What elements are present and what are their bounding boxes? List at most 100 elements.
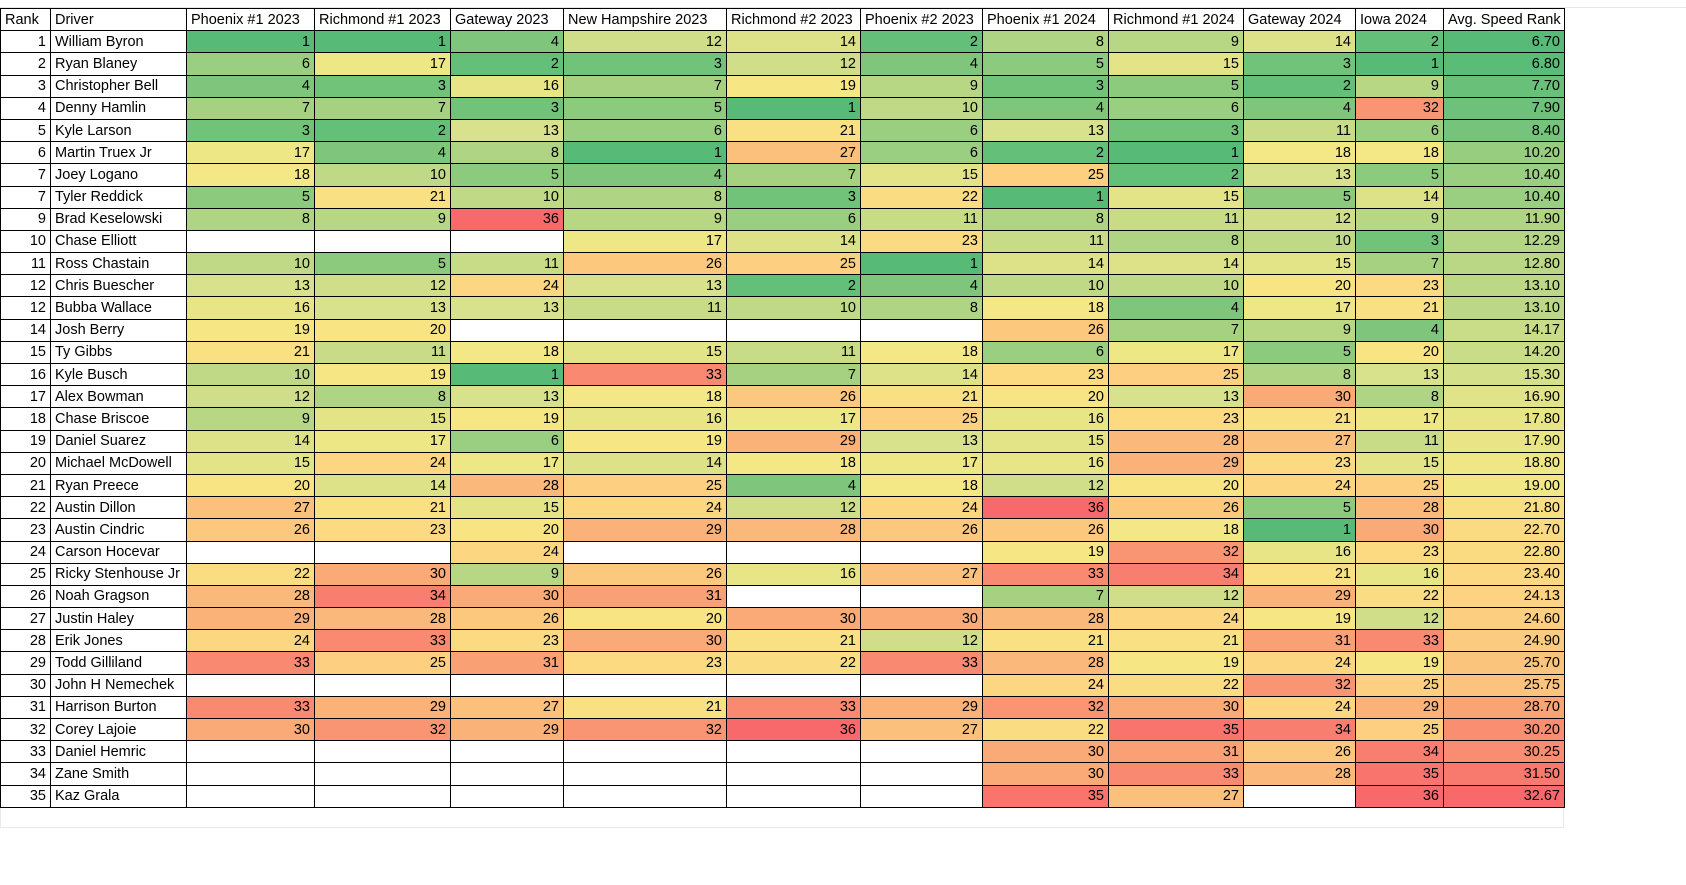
- cell-race-rank[interactable]: 14: [726, 30, 861, 54]
- cell-race-rank[interactable]: 2: [982, 141, 1109, 165]
- cell-driver-name[interactable]: Kyle Larson: [50, 118, 187, 143]
- cell-race-rank[interactable]: 4: [1243, 96, 1356, 120]
- cell-race-rank[interactable]: 28: [1243, 762, 1356, 786]
- cell-race-rank[interactable]: 33: [982, 562, 1109, 586]
- cell-race-rank[interactable]: 10: [314, 163, 451, 187]
- cell-race-rank[interactable]: 29: [563, 518, 727, 542]
- cell-race-rank[interactable]: 1: [314, 30, 451, 54]
- cell-race-rank[interactable]: 36: [726, 717, 861, 742]
- cell-race-rank[interactable]: 13: [1243, 163, 1356, 187]
- cell-race-rank[interactable]: 26: [982, 318, 1109, 342]
- cell-race-rank[interactable]: 30: [186, 717, 315, 742]
- cell-avg-speed-rank[interactable]: 6.80: [1443, 52, 1565, 76]
- cell-race-rank[interactable]: 16: [563, 407, 727, 431]
- cell-race-rank[interactable]: 6: [982, 340, 1109, 365]
- cell-race-rank[interactable]: 32: [1243, 673, 1356, 697]
- cell-driver-name[interactable]: Noah Gragson: [50, 584, 187, 609]
- cell-race-rank[interactable]: [563, 784, 727, 808]
- cell-race-rank[interactable]: 32: [314, 717, 451, 742]
- cell-rank[interactable]: 12: [0, 274, 51, 298]
- cell-race-rank[interactable]: 25: [314, 651, 451, 675]
- cell-race-rank[interactable]: 15: [450, 496, 564, 520]
- cell-race-rank[interactable]: 14: [1355, 185, 1444, 209]
- cell-race-rank[interactable]: 21: [982, 629, 1109, 653]
- cell-race-rank[interactable]: 32: [1355, 96, 1444, 120]
- cell-race-rank[interactable]: 2: [860, 30, 983, 54]
- cell-driver-name[interactable]: Ross Chastain: [50, 252, 187, 276]
- cell-avg-speed-rank[interactable]: 19.00: [1443, 473, 1565, 498]
- cell-race-rank[interactable]: 9: [450, 562, 564, 586]
- cell-race-rank[interactable]: [1243, 784, 1356, 808]
- cell-race-rank[interactable]: 4: [1108, 296, 1244, 320]
- cell-race-rank[interactable]: 36: [450, 207, 564, 231]
- column-header-new-hampshire-2023[interactable]: New Hampshire 2023: [563, 7, 727, 32]
- cell-race-rank[interactable]: 22: [1108, 673, 1244, 697]
- cell-race-rank[interactable]: 19: [1243, 607, 1356, 631]
- cell-rank[interactable]: 12: [0, 296, 51, 320]
- cell-avg-speed-rank[interactable]: 32.67: [1443, 784, 1565, 808]
- cell-race-rank[interactable]: 18: [982, 296, 1109, 320]
- cell-avg-speed-rank[interactable]: 18.80: [1443, 451, 1565, 475]
- cell-race-rank[interactable]: 18: [726, 451, 861, 475]
- cell-race-rank[interactable]: 12: [186, 385, 315, 409]
- cell-race-rank[interactable]: 24: [450, 274, 564, 298]
- cell-race-rank[interactable]: [563, 740, 727, 764]
- cell-rank[interactable]: 6: [0, 141, 51, 165]
- cell-avg-speed-rank[interactable]: 10.40: [1443, 163, 1565, 187]
- cell-race-rank[interactable]: 7: [726, 163, 861, 187]
- cell-driver-name[interactable]: Austin Cindric: [50, 518, 187, 542]
- cell-race-rank[interactable]: 28: [314, 607, 451, 631]
- cell-race-rank[interactable]: 27: [860, 717, 983, 742]
- cell-race-rank[interactable]: 17: [314, 429, 451, 453]
- cell-race-rank[interactable]: 28: [726, 518, 861, 542]
- cell-race-rank[interactable]: [314, 673, 451, 697]
- cell-race-rank[interactable]: 33: [563, 362, 727, 387]
- cell-rank[interactable]: 30: [0, 673, 51, 697]
- cell-avg-speed-rank[interactable]: 28.70: [1443, 695, 1565, 720]
- cell-race-rank[interactable]: 2: [314, 118, 451, 143]
- cell-race-rank[interactable]: 16: [982, 407, 1109, 431]
- cell-race-rank[interactable]: 23: [563, 651, 727, 675]
- cell-avg-speed-rank[interactable]: 16.90: [1443, 385, 1565, 409]
- column-header-phoenix-1-2024[interactable]: Phoenix #1 2024: [982, 7, 1109, 32]
- cell-race-rank[interactable]: 11: [982, 229, 1109, 254]
- cell-race-rank[interactable]: [314, 229, 451, 254]
- cell-race-rank[interactable]: [860, 673, 983, 697]
- cell-avg-speed-rank[interactable]: 24.13: [1443, 584, 1565, 609]
- cell-avg-speed-rank[interactable]: 22.80: [1443, 540, 1565, 564]
- cell-race-rank[interactable]: 13: [1108, 385, 1244, 409]
- cell-rank[interactable]: 17: [0, 385, 51, 409]
- cell-race-rank[interactable]: 16: [186, 296, 315, 320]
- cell-race-rank[interactable]: 26: [186, 518, 315, 542]
- cell-race-rank[interactable]: 27: [450, 695, 564, 720]
- cell-rank[interactable]: 32: [0, 717, 51, 742]
- cell-race-rank[interactable]: 15: [1108, 52, 1244, 76]
- cell-race-rank[interactable]: 25: [1355, 673, 1444, 697]
- cell-race-rank[interactable]: 20: [563, 607, 727, 631]
- cell-rank[interactable]: 11: [0, 252, 51, 276]
- cell-rank[interactable]: 26: [0, 584, 51, 609]
- cell-race-rank[interactable]: 33: [1108, 762, 1244, 786]
- cell-race-rank[interactable]: 6: [726, 207, 861, 231]
- cell-race-rank[interactable]: 28: [1355, 496, 1444, 520]
- cell-race-rank[interactable]: 14: [186, 429, 315, 453]
- cell-avg-speed-rank[interactable]: 14.20: [1443, 340, 1565, 365]
- cell-driver-name[interactable]: Ricky Stenhouse Jr: [50, 562, 187, 586]
- cell-race-rank[interactable]: 10: [860, 96, 983, 120]
- cell-race-rank[interactable]: 17: [860, 451, 983, 475]
- cell-race-rank[interactable]: 24: [1243, 651, 1356, 675]
- cell-race-rank[interactable]: 9: [1108, 30, 1244, 54]
- cell-race-rank[interactable]: 15: [563, 340, 727, 365]
- cell-race-rank[interactable]: 19: [563, 429, 727, 453]
- cell-race-rank[interactable]: 29: [1243, 584, 1356, 609]
- cell-rank[interactable]: 4: [0, 96, 51, 120]
- cell-race-rank[interactable]: 33: [726, 695, 861, 720]
- cell-race-rank[interactable]: 17: [1108, 340, 1244, 365]
- cell-race-rank[interactable]: 35: [982, 784, 1109, 808]
- cell-race-rank[interactable]: 8: [860, 296, 983, 320]
- cell-race-rank[interactable]: [314, 784, 451, 808]
- cell-race-rank[interactable]: 5: [1355, 163, 1444, 187]
- column-header-iowa-2024[interactable]: Iowa 2024: [1355, 7, 1444, 32]
- cell-race-rank[interactable]: [726, 673, 861, 697]
- cell-avg-speed-rank[interactable]: 8.40: [1443, 118, 1565, 143]
